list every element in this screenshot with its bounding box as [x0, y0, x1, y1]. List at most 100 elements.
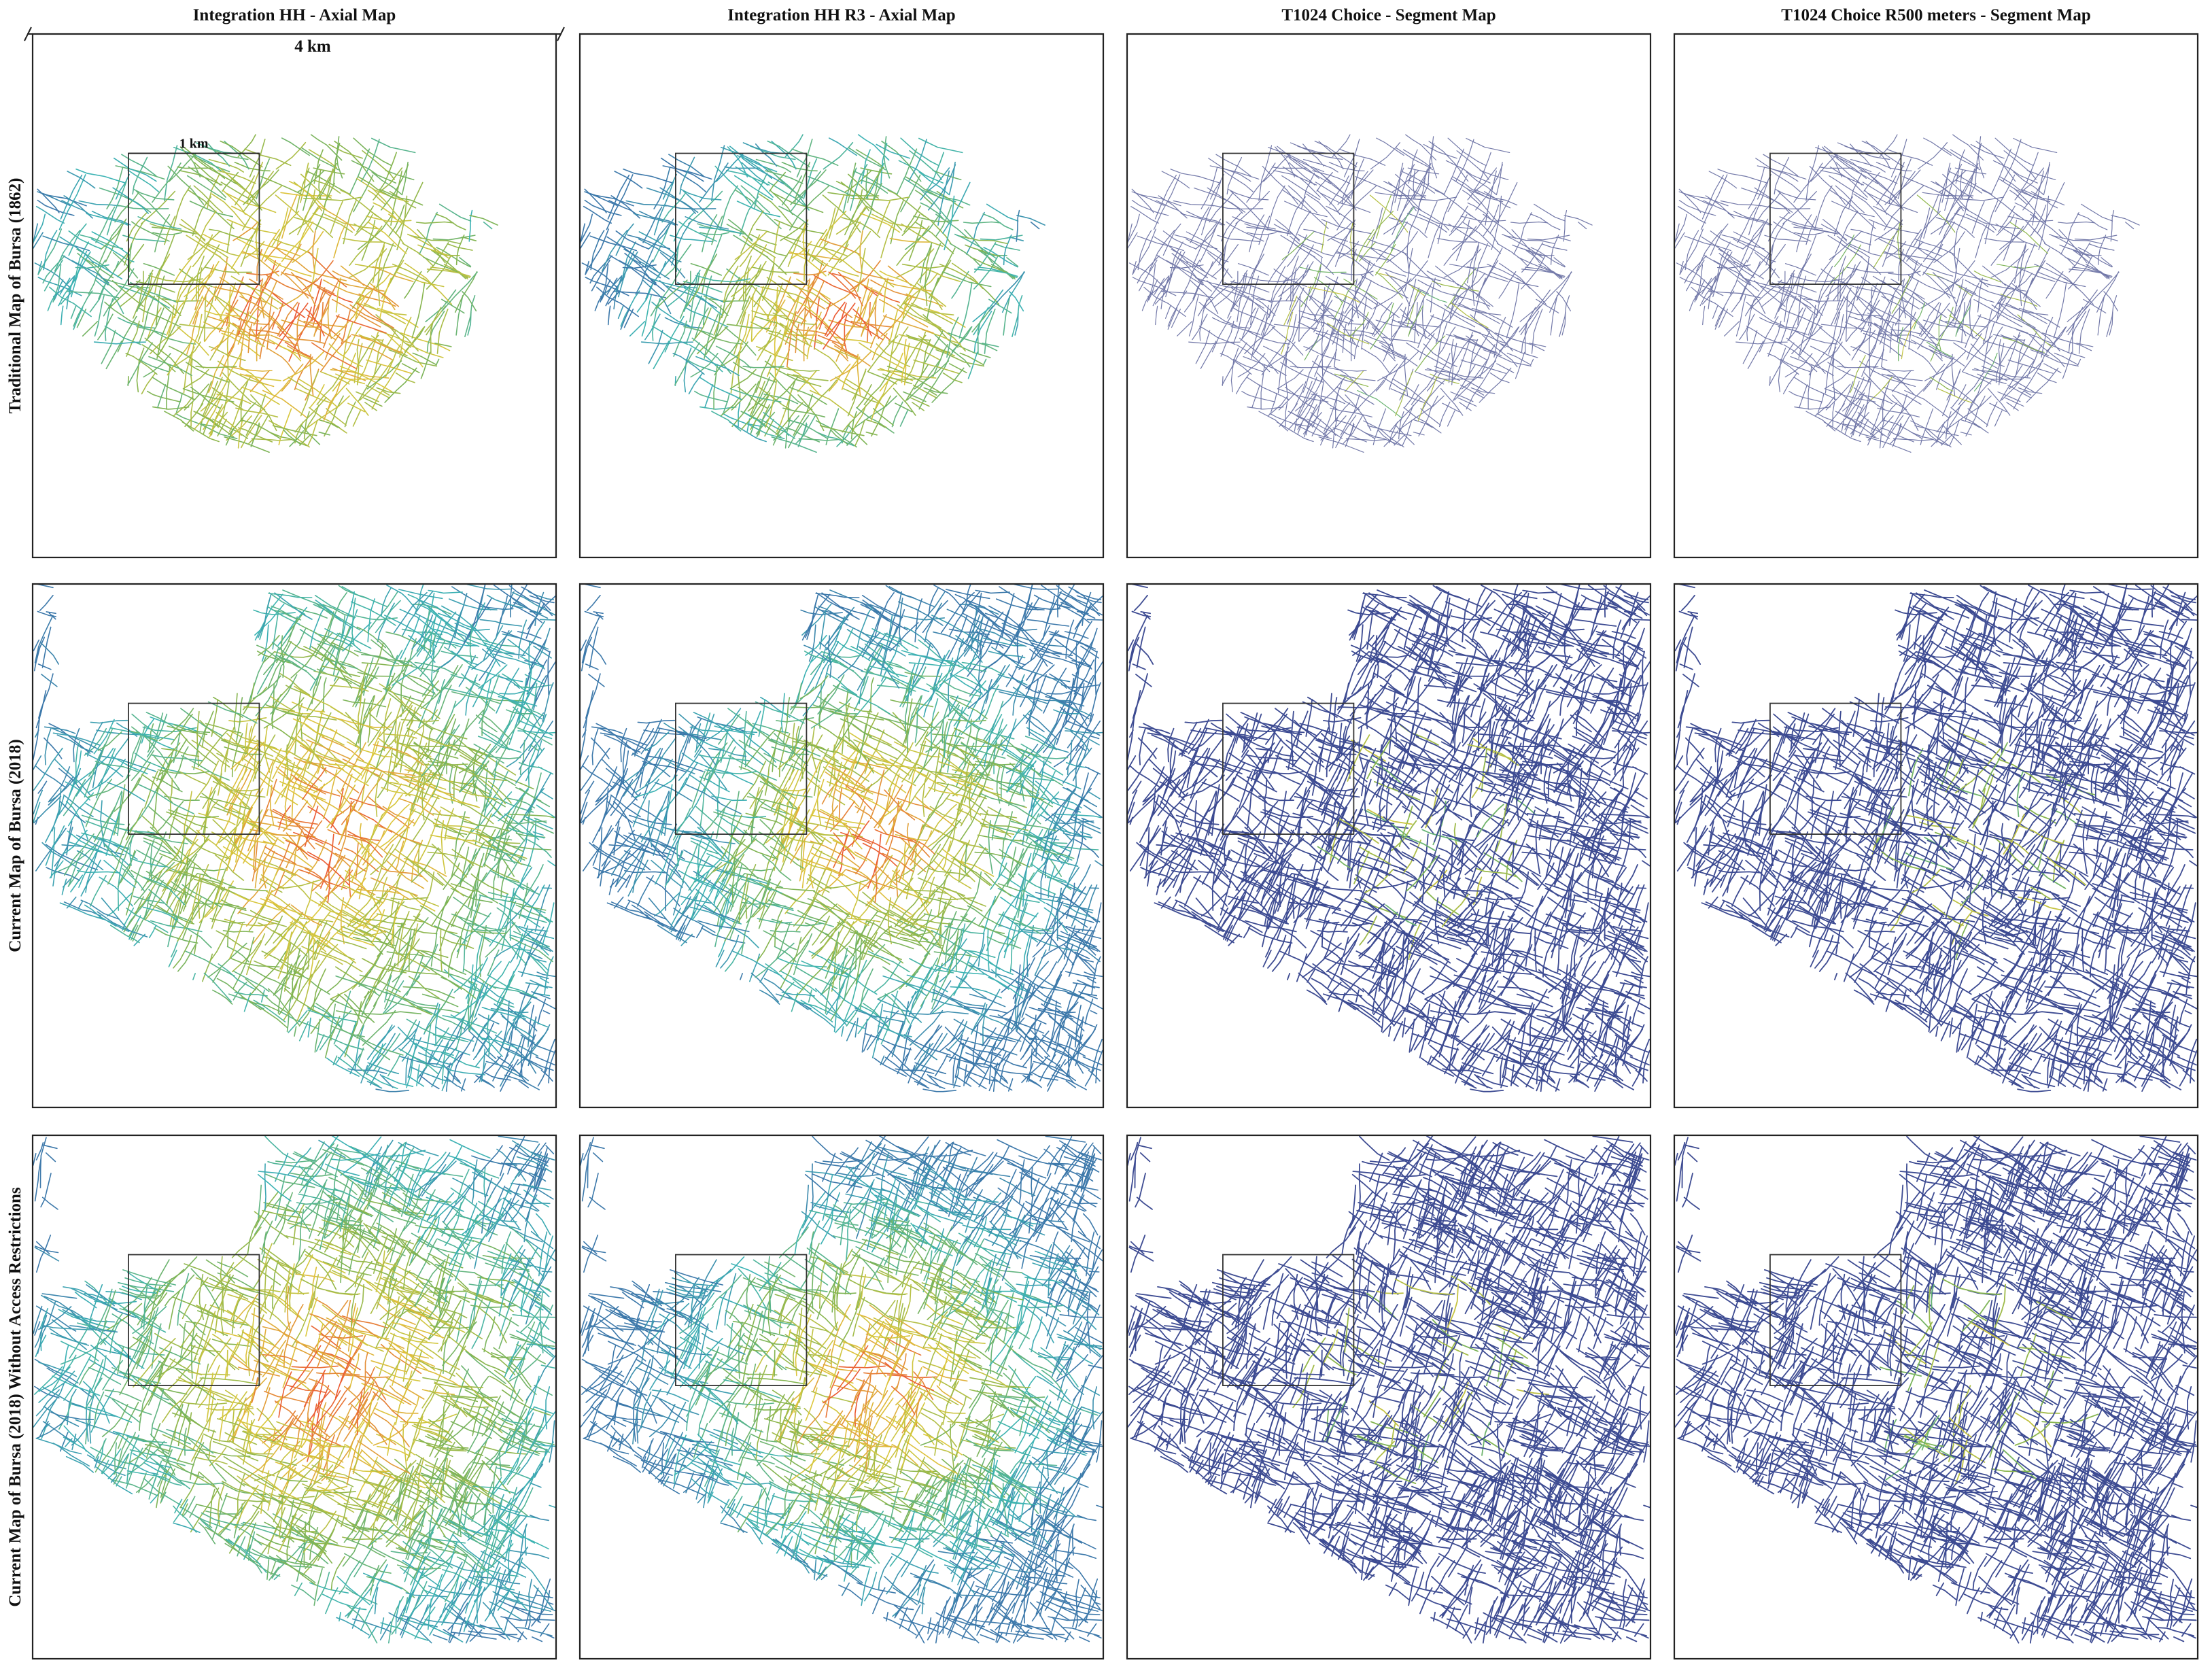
street	[255, 311, 275, 337]
street	[1922, 192, 1974, 196]
street	[782, 407, 826, 418]
street	[742, 365, 784, 368]
street	[1868, 221, 1875, 253]
street	[590, 230, 605, 271]
street	[1530, 358, 1534, 366]
street	[283, 429, 301, 445]
street	[672, 352, 705, 375]
street	[311, 342, 358, 370]
street	[1402, 149, 1432, 169]
street	[867, 371, 897, 385]
street	[84, 258, 114, 279]
street	[277, 301, 298, 337]
street	[353, 285, 376, 323]
street	[903, 205, 922, 232]
street	[453, 963, 483, 993]
street	[633, 213, 676, 226]
street	[41, 674, 58, 687]
street	[281, 271, 309, 299]
street	[690, 262, 722, 276]
street	[831, 273, 878, 297]
street	[281, 137, 311, 156]
street	[525, 930, 555, 940]
street	[196, 873, 236, 889]
street	[672, 880, 685, 916]
street	[919, 188, 952, 224]
street	[761, 322, 778, 353]
street	[1301, 173, 1315, 210]
street	[358, 334, 383, 341]
street	[606, 236, 642, 264]
street	[396, 195, 408, 251]
street	[660, 157, 704, 182]
column-title: Integration HH - Axial Map	[193, 6, 396, 24]
street	[66, 290, 120, 298]
street	[75, 241, 89, 277]
street	[758, 193, 793, 226]
street	[356, 205, 375, 232]
street	[286, 345, 324, 367]
street	[356, 177, 409, 203]
street	[918, 365, 946, 410]
street	[418, 211, 438, 255]
street	[1381, 345, 1418, 367]
street	[366, 359, 412, 375]
street	[98, 260, 120, 300]
street	[266, 275, 315, 299]
street	[1985, 377, 2023, 380]
street	[459, 257, 472, 267]
street	[844, 378, 886, 408]
street	[152, 232, 183, 235]
street	[226, 218, 277, 235]
street	[638, 210, 678, 226]
street	[733, 175, 773, 201]
column-title: T1024 Choice - Segment Map	[1281, 6, 1496, 24]
street	[92, 260, 123, 280]
street	[912, 402, 925, 411]
street	[711, 216, 723, 245]
street	[683, 326, 714, 335]
street	[954, 233, 997, 260]
street	[871, 213, 926, 230]
street	[1436, 238, 1478, 243]
street	[231, 940, 262, 973]
street	[385, 169, 415, 181]
street	[632, 258, 661, 279]
street	[830, 429, 848, 445]
street	[284, 341, 311, 358]
street	[919, 242, 933, 283]
street	[168, 345, 205, 368]
street	[1923, 364, 1946, 392]
street	[1317, 190, 1341, 215]
street	[75, 169, 126, 184]
street	[228, 402, 256, 436]
street	[320, 371, 350, 385]
street	[1788, 390, 1822, 402]
street	[424, 305, 447, 333]
street	[1515, 351, 1525, 379]
street	[218, 379, 230, 428]
map-panel	[578, 583, 1105, 1109]
street	[1320, 192, 1371, 213]
street	[312, 230, 316, 273]
street	[779, 322, 823, 345]
street	[132, 156, 148, 195]
street	[307, 315, 343, 341]
street	[237, 416, 244, 449]
street	[740, 396, 769, 430]
street	[704, 313, 719, 360]
street	[195, 365, 237, 368]
street	[824, 301, 846, 337]
street	[330, 201, 343, 234]
street	[173, 254, 195, 284]
street	[797, 276, 816, 314]
street	[781, 162, 818, 172]
street	[248, 278, 283, 300]
street	[1996, 214, 2015, 236]
street	[343, 326, 362, 357]
street	[1325, 226, 1355, 269]
street	[846, 917, 881, 923]
street	[390, 170, 403, 226]
street	[1466, 188, 1500, 224]
street	[1460, 360, 1506, 374]
